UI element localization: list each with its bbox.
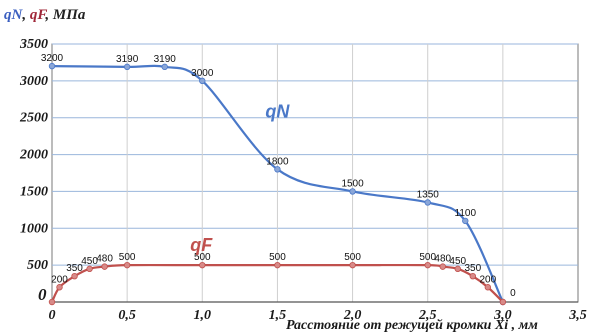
y-tick-label: 3000: [19, 74, 48, 89]
data-point-qf: [56, 284, 63, 291]
data-label-qf: 500: [269, 252, 286, 263]
y-axis-title-part: ,: [21, 7, 30, 23]
data-label-qn: 3190: [116, 54, 139, 65]
data-point-qf: [439, 263, 446, 270]
data-point-qf: [454, 265, 461, 273]
data-label-qf: 500: [419, 252, 436, 263]
data-point-qf: [48, 298, 56, 306]
y-tick-labels: 500 1000 1500 2000 2500 3000 3500: [19, 37, 48, 273]
y-tick-label: 3500: [19, 37, 48, 52]
data-label-qf: 480: [96, 254, 113, 265]
data-point-qf: [484, 284, 492, 291]
x-axis-title: Расстояние от режущей кромки Xi , мм: [286, 318, 538, 333]
data-point-qn: [123, 63, 131, 71]
y-tick-label: 1500: [20, 184, 48, 199]
data-label-qf: 500: [119, 252, 136, 263]
data-point-qn: [161, 63, 168, 71]
data-point-qn: [274, 166, 281, 173]
x-tick-labels: 0 0,5 1,0 1,5 2,0 2,5 3,0 3,5: [49, 308, 587, 323]
x-tick-label: 0: [49, 308, 56, 323]
data-point-qn: [48, 62, 56, 70]
data-label-qn: 0: [510, 288, 516, 299]
y-tick-label: 2000: [19, 148, 48, 163]
data-point-qn: [462, 217, 469, 225]
data-point-qf: [274, 261, 281, 269]
x-tick-label: 1,0: [194, 308, 212, 323]
data-label-qn: 1350: [417, 189, 440, 200]
data-label-qf: 480: [434, 254, 451, 265]
data-point-qf: [349, 261, 356, 269]
series-name-qn: qN: [265, 102, 290, 122]
x-tick-label: 3,5: [568, 308, 587, 323]
data-label-qf: 350: [464, 263, 481, 274]
data-label-qn: 1800: [266, 156, 289, 167]
data-point-qf: [469, 273, 476, 280]
data-label-qf: 500: [344, 252, 361, 263]
data-label-qf: 200: [51, 274, 68, 285]
data-point-qn: [424, 199, 431, 206]
y-axis-title: qN, qF, МПа: [4, 7, 86, 23]
y-axis-title-part: q: [4, 7, 12, 23]
data-label-qf: 450: [449, 256, 466, 267]
data-label-qf: 500: [194, 252, 211, 263]
data-label-qn: 3190: [154, 54, 177, 65]
data-point-qf: [199, 261, 206, 269]
plot-border: [51, 43, 579, 303]
y-axis-title-part: q: [30, 7, 38, 23]
y-tick-label: 1000: [20, 221, 48, 236]
data-label-qf: 350: [66, 263, 83, 274]
x-tick-label: 2,0: [343, 308, 362, 323]
x-tick-label: 3,0: [493, 308, 512, 323]
origin-label: 0: [38, 285, 47, 304]
x-tick-label: 0,5: [118, 308, 136, 323]
y-tick-label: 500: [27, 258, 48, 273]
data-point-qf: [499, 298, 507, 306]
series-layer: 3200 3190 3190300018001500135011000qN20035…: [41, 53, 516, 306]
data-label-qf: 450: [81, 256, 98, 267]
data-point-qf: [123, 261, 131, 269]
data-point-qf: [71, 273, 78, 280]
x-tick-label: 1,5: [269, 308, 287, 323]
data-label-qn: 3200: [41, 53, 64, 64]
data-point-qn: [349, 188, 356, 195]
data-label-qf: 200: [479, 274, 496, 285]
data-label-qn: 1100: [455, 208, 477, 219]
data-label-qn: 3000: [191, 68, 214, 79]
data-point-qf: [101, 263, 108, 270]
data-label-qn: 1500: [341, 178, 364, 189]
grid: [51, 43, 579, 303]
data-point-qf: [424, 261, 431, 269]
y-axis-title-part: F: [36, 7, 47, 23]
series-qn: 3200 3190 3190 3000 1800 1500 1350 1100 0 qN: [41, 53, 516, 306]
data-point-qf: [86, 265, 93, 273]
data-point-qn: [199, 77, 206, 85]
x-tick-label: 2,5: [418, 308, 437, 323]
y-axis-title-part: N: [11, 7, 24, 23]
y-axis-title-part: , МПа: [44, 7, 86, 23]
series-name-qf: qF: [190, 235, 213, 255]
y-tick-label: 2500: [19, 111, 48, 126]
